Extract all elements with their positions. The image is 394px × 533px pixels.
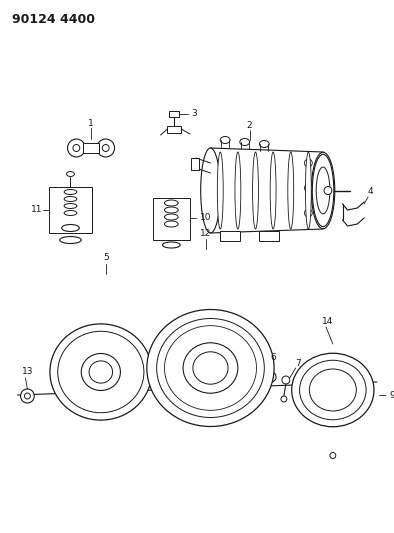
- Circle shape: [149, 360, 154, 366]
- Ellipse shape: [164, 326, 256, 410]
- Circle shape: [146, 357, 158, 369]
- Ellipse shape: [312, 155, 334, 227]
- Text: 6: 6: [270, 352, 276, 361]
- Ellipse shape: [164, 200, 178, 206]
- Ellipse shape: [64, 211, 77, 215]
- Ellipse shape: [157, 319, 264, 417]
- Bar: [167, 126, 181, 133]
- Ellipse shape: [235, 152, 241, 229]
- Ellipse shape: [311, 152, 335, 229]
- Ellipse shape: [316, 167, 330, 214]
- Circle shape: [282, 376, 290, 384]
- Ellipse shape: [162, 242, 180, 248]
- Ellipse shape: [220, 136, 230, 143]
- Ellipse shape: [193, 352, 228, 384]
- Text: 11: 11: [30, 206, 42, 214]
- Ellipse shape: [201, 148, 220, 233]
- Text: 3: 3: [191, 109, 197, 118]
- Ellipse shape: [217, 152, 223, 229]
- Circle shape: [305, 209, 312, 217]
- Text: 10: 10: [200, 214, 211, 222]
- Ellipse shape: [58, 332, 144, 413]
- Bar: [191, 158, 199, 170]
- Text: 7: 7: [295, 359, 301, 367]
- Ellipse shape: [67, 172, 74, 176]
- Text: 6: 6: [167, 344, 172, 353]
- Ellipse shape: [50, 324, 152, 420]
- Circle shape: [266, 372, 276, 382]
- Circle shape: [20, 389, 34, 403]
- Ellipse shape: [64, 190, 77, 195]
- Bar: [83, 143, 99, 153]
- Ellipse shape: [309, 369, 356, 411]
- Ellipse shape: [183, 343, 238, 393]
- Ellipse shape: [292, 353, 374, 427]
- Ellipse shape: [164, 207, 178, 213]
- Ellipse shape: [299, 360, 366, 420]
- Circle shape: [269, 375, 273, 379]
- Bar: [220, 231, 240, 241]
- Ellipse shape: [305, 152, 311, 229]
- Ellipse shape: [62, 224, 79, 231]
- Circle shape: [301, 383, 308, 390]
- Bar: [49, 187, 92, 233]
- Text: 5: 5: [103, 253, 109, 262]
- Ellipse shape: [240, 139, 250, 146]
- Circle shape: [281, 396, 287, 402]
- Ellipse shape: [89, 361, 113, 383]
- Circle shape: [24, 393, 30, 399]
- Text: 14: 14: [322, 318, 334, 327]
- Ellipse shape: [64, 204, 77, 208]
- Text: 90124 4400: 90124 4400: [12, 13, 95, 26]
- Ellipse shape: [64, 197, 77, 201]
- Text: 8: 8: [315, 369, 321, 378]
- Ellipse shape: [60, 237, 81, 244]
- Text: 2: 2: [247, 122, 253, 131]
- Circle shape: [97, 139, 115, 157]
- Text: 1: 1: [88, 118, 94, 127]
- Ellipse shape: [164, 214, 178, 220]
- Text: 4: 4: [367, 188, 373, 197]
- Bar: [169, 111, 179, 117]
- Ellipse shape: [253, 152, 258, 229]
- Ellipse shape: [164, 221, 178, 227]
- Bar: [259, 231, 279, 241]
- Text: 9: 9: [390, 391, 394, 400]
- Circle shape: [305, 159, 312, 167]
- Circle shape: [303, 400, 309, 406]
- Ellipse shape: [324, 187, 332, 195]
- Circle shape: [73, 144, 80, 151]
- Ellipse shape: [147, 310, 274, 426]
- Ellipse shape: [259, 141, 269, 148]
- Circle shape: [102, 144, 109, 151]
- Bar: [153, 198, 190, 240]
- Text: 12: 12: [200, 229, 211, 238]
- Text: 13: 13: [22, 367, 33, 376]
- Circle shape: [67, 139, 85, 157]
- Circle shape: [305, 184, 312, 192]
- Ellipse shape: [81, 353, 121, 391]
- Circle shape: [330, 453, 336, 458]
- Ellipse shape: [270, 152, 276, 229]
- Ellipse shape: [288, 152, 294, 229]
